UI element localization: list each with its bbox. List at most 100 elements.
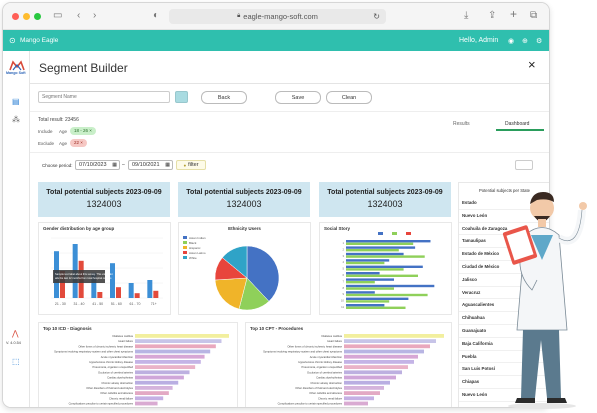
filter-button[interactable]: ● filter bbox=[176, 160, 206, 170]
greeting: Hello, Admin bbox=[459, 37, 499, 44]
bar bbox=[344, 370, 402, 375]
exclude-chip[interactable]: 22 × bbox=[70, 139, 87, 147]
segment-name-input[interactable] bbox=[38, 91, 170, 103]
divider bbox=[30, 111, 549, 112]
legend-swatch bbox=[183, 256, 187, 259]
close-icon[interactable]: × bbox=[528, 57, 536, 72]
state-row[interactable]: Nuevo León bbox=[459, 210, 549, 223]
zoom-window-button[interactable] bbox=[34, 13, 41, 20]
color-swatch-button[interactable] bbox=[175, 91, 188, 103]
bar bbox=[134, 293, 140, 298]
date-to-input[interactable]: 09/10/2021 ▦ bbox=[128, 160, 173, 170]
bar bbox=[135, 349, 211, 354]
page-title: Segment Builder bbox=[39, 61, 128, 75]
clean-button[interactable]: Clean bbox=[326, 91, 372, 104]
share-icon[interactable]: ⇪ bbox=[488, 10, 497, 21]
date-from-input[interactable]: 07/10/2023 ▦ bbox=[75, 160, 120, 170]
remove-chip-icon[interactable]: × bbox=[88, 128, 92, 133]
state-row[interactable]: Estado de México bbox=[459, 248, 549, 261]
state-row[interactable]: Nuevo León bbox=[459, 389, 549, 402]
include-chip[interactable]: 18 - 26 × bbox=[70, 127, 96, 135]
user-icon[interactable]: ◉ bbox=[508, 37, 515, 45]
tab-dashboard-underline bbox=[496, 129, 544, 131]
tick-label: 6 bbox=[342, 273, 344, 277]
state-row[interactable]: Ciudad de México bbox=[459, 261, 549, 274]
bar bbox=[344, 380, 390, 385]
state-row[interactable]: Tamaulipas bbox=[459, 235, 549, 249]
total-result: Total result: 23456 bbox=[38, 117, 79, 123]
kpi-value: 1324003 bbox=[367, 199, 403, 209]
globe-icon[interactable]: ⊕ bbox=[522, 37, 528, 45]
bar bbox=[135, 396, 164, 401]
remove-chip-icon[interactable]: × bbox=[79, 140, 83, 145]
kpi-value: 1324003 bbox=[226, 199, 262, 209]
app-logo-icon: ⊙ bbox=[9, 36, 16, 45]
state-row[interactable]: Jalisco bbox=[459, 274, 549, 287]
state-row[interactable]: Guanajuato bbox=[459, 325, 549, 338]
app-name: Mango Eagle bbox=[20, 37, 59, 44]
address-bar[interactable]: 🔒︎ eagle-mango-soft.com ↻ bbox=[169, 9, 386, 24]
brand-logo-text: Mango Soft bbox=[6, 71, 26, 75]
app-header: ⊙ Mango Eagle Hello, Admin ◉ ⊕ ⚙ bbox=[3, 30, 549, 51]
tick-label: Occlusion of cerebral arteries bbox=[307, 370, 343, 374]
bar bbox=[135, 391, 169, 395]
pie-slice bbox=[246, 245, 280, 302]
sidebar-toggle-icon[interactable]: ▭ bbox=[53, 10, 63, 21]
tick-label: 7 bbox=[342, 279, 344, 283]
state-row[interactable]: Veracruz bbox=[459, 287, 549, 300]
tab-results[interactable]: Results bbox=[453, 121, 470, 127]
legend-swatch bbox=[406, 232, 411, 235]
bar bbox=[135, 354, 205, 359]
back-arrow-icon[interactable]: ‹ bbox=[77, 10, 81, 21]
chart-title: Ethnicity Users bbox=[228, 226, 261, 231]
tick-label: Acute myocardial infarction bbox=[101, 355, 134, 359]
tab-overview-icon[interactable]: ⧉ bbox=[530, 10, 538, 21]
settings-icon[interactable]: ⚙ bbox=[536, 37, 543, 45]
state-row[interactable]: Puebla bbox=[459, 351, 549, 364]
calendar-icon[interactable]: ▦ bbox=[165, 162, 170, 168]
reload-icon[interactable]: ↻ bbox=[373, 12, 380, 21]
gender-chart: 21 - 30 31 - 40 41 - 50 51 - 60 61 - 70 71+ Sa… bbox=[51, 237, 163, 306]
calendar-icon[interactable]: ▦ bbox=[112, 162, 117, 168]
period-label: Choose period: bbox=[42, 163, 73, 168]
bar bbox=[344, 334, 444, 338]
back-button[interactable]: Back bbox=[201, 91, 247, 104]
minimize-window-button[interactable] bbox=[23, 13, 30, 20]
bar bbox=[135, 401, 158, 406]
shield-icon[interactable]: ◐ bbox=[153, 10, 160, 21]
legend-label: Asian Latino bbox=[189, 251, 206, 255]
tick-label: Chronic airway obstruction bbox=[101, 381, 133, 385]
version-label: V. 4.0.54 bbox=[6, 341, 21, 345]
export-icon[interactable]: ⬚ bbox=[12, 357, 20, 366]
tooltip-text: Sample text label about this survey. Thi… bbox=[55, 272, 113, 280]
state-row[interactable]: Baja California bbox=[459, 338, 549, 351]
gender-chart-card: Gender distribution by age group 21 - 30… bbox=[38, 222, 171, 315]
forward-arrow-icon[interactable]: › bbox=[93, 10, 97, 21]
bar bbox=[346, 304, 385, 307]
export-button[interactable] bbox=[515, 160, 533, 170]
segment-icon[interactable]: ▤ bbox=[12, 97, 20, 106]
save-button[interactable]: Save bbox=[275, 91, 321, 104]
bar bbox=[344, 391, 380, 395]
state-row[interactable]: Aguascalientes bbox=[459, 299, 549, 313]
tick-label: Other cellulitis and abscess bbox=[100, 391, 133, 395]
tab-dashboard[interactable]: Dashboard bbox=[505, 121, 530, 127]
legend-label: White bbox=[189, 256, 197, 260]
tick-label: Pneumonia, organism unspecified bbox=[93, 365, 134, 369]
close-window-button[interactable] bbox=[12, 13, 19, 20]
state-row[interactable]: San Luis Potosí bbox=[459, 363, 549, 377]
download-icon[interactable]: ⤓ bbox=[464, 10, 469, 21]
state-row[interactable]: Chihuahua bbox=[459, 312, 549, 325]
state-row[interactable]: Chiapas bbox=[459, 376, 549, 389]
bar bbox=[135, 380, 179, 385]
tick-label: 4 bbox=[342, 260, 344, 264]
bar bbox=[346, 284, 435, 288]
cpt-chart-card: Top 10 CPT - Procedures Diabetes mellitu… bbox=[245, 322, 452, 407]
network-icon[interactable]: ⁂ bbox=[12, 115, 20, 124]
tick-label: Hypertensive chronic kidney disease bbox=[298, 360, 342, 364]
new-tab-icon[interactable]: + bbox=[510, 7, 518, 21]
exclude-field: Age bbox=[59, 141, 68, 146]
state-row[interactable]: Estado bbox=[459, 197, 549, 210]
